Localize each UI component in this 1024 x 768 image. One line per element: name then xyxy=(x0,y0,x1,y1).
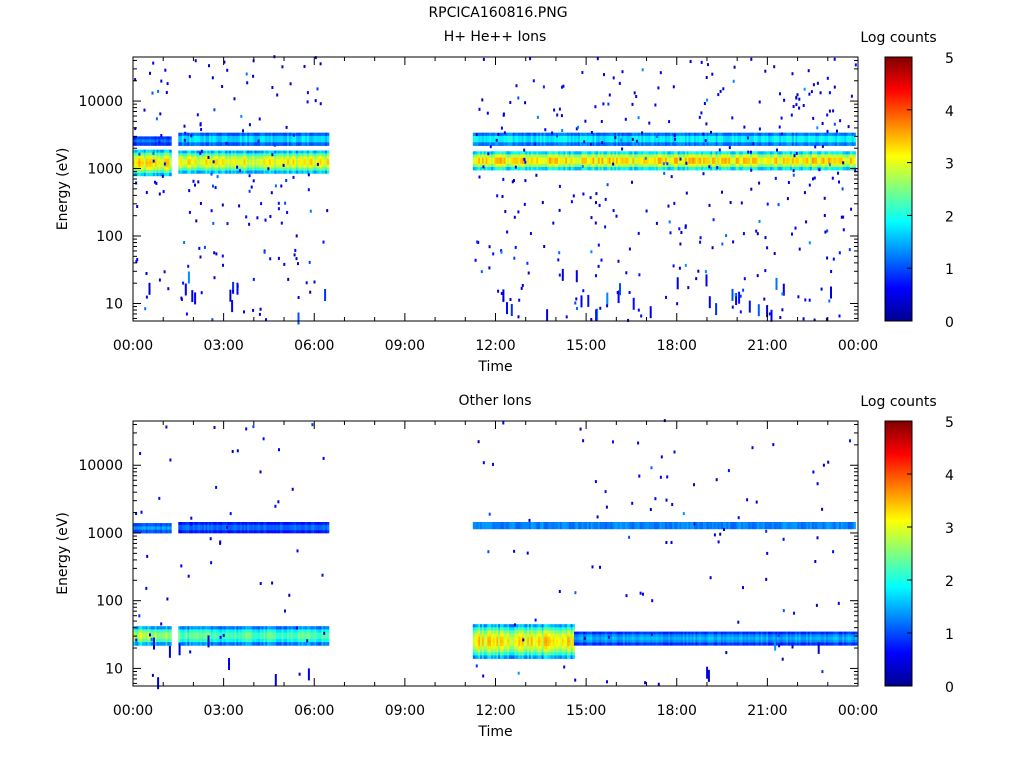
x-tick-label: 03:00 xyxy=(203,703,243,719)
y-tick-label: 10 xyxy=(105,296,123,312)
y-tick-label: 100 xyxy=(96,229,123,245)
colorbar-tick-label: 5 xyxy=(945,51,954,67)
x-tick-label: 12:00 xyxy=(475,703,515,719)
x-tick-label: 18:00 xyxy=(657,703,697,719)
y-axis-label: Energy (eV) xyxy=(55,512,71,595)
y-tick-label: 10000 xyxy=(78,94,123,110)
colorbar-tick-label: 1 xyxy=(945,262,954,278)
colorbar-tick-label: 0 xyxy=(945,315,954,331)
y-tick-label: 100 xyxy=(96,594,123,610)
plot-frame xyxy=(132,56,859,322)
x-axis-label: Time xyxy=(477,724,512,740)
colorbar-label: Log counts xyxy=(860,30,936,46)
colorbar-label: Log counts xyxy=(860,394,936,410)
x-axis: 00:00 03:00 06:00 09:00 12:00 15:00 18:00 21:00… xyxy=(113,57,878,375)
colorbar-gradient xyxy=(884,420,913,687)
x-axis: 00:00 03:00 06:00 09:00 12:00 15:00 18:00 21:00… xyxy=(113,421,878,740)
heatmap-data xyxy=(133,55,857,325)
band-6 xyxy=(472,132,856,146)
y-axis: 10 100 1000 10000 Energy (eV) xyxy=(55,423,858,684)
heatmap-data xyxy=(133,419,858,690)
colorbar-tick-label: 3 xyxy=(945,521,954,537)
x-tick-label: 09:00 xyxy=(385,703,425,719)
x-tick-label: 06:00 xyxy=(294,703,334,719)
colorbar-tick-label: 2 xyxy=(945,209,954,225)
panel-1-title: H+ He++ Ions xyxy=(443,29,547,45)
band-4 xyxy=(133,136,172,146)
band-5 xyxy=(178,626,330,646)
x-tick-label: 15:00 xyxy=(566,338,606,354)
y-tick-label: 10000 xyxy=(78,458,123,474)
y-axis-label: Energy (eV) xyxy=(55,148,71,231)
band-3 xyxy=(472,151,856,171)
band-7 xyxy=(574,631,858,646)
scattered-counts xyxy=(134,55,857,325)
colorbar-tick-label: 4 xyxy=(945,468,954,484)
band-6 xyxy=(472,624,575,659)
band-2 xyxy=(178,150,330,174)
colorbar: Log counts 0 1 2 3 4 5 xyxy=(860,394,954,696)
colorbar-tick-label: 4 xyxy=(945,104,954,120)
colorbar-tick-label: 3 xyxy=(945,157,954,173)
x-tick-label: 03:00 xyxy=(203,338,243,354)
band-5 xyxy=(178,132,330,146)
x-tick-label: 21:00 xyxy=(747,338,787,354)
colorbar-tick-label: 2 xyxy=(945,574,954,590)
y-axis: 10 100 1000 10000 Energy (eV) xyxy=(55,59,858,319)
figure-filename-title: RPCICA160816.PNG xyxy=(428,5,568,21)
colorbar-tick-label: 1 xyxy=(945,627,954,643)
x-tick-label: 12:00 xyxy=(475,338,515,354)
panel-2-title: Other Ions xyxy=(458,393,532,409)
band-4 xyxy=(133,626,172,646)
y-tick-label: 10 xyxy=(105,661,123,677)
x-tick-label: 00:00 xyxy=(838,703,878,719)
colorbar-tick-label: 5 xyxy=(945,415,954,431)
colorbar: Log counts 0 1 2 3 4 5 xyxy=(860,30,954,331)
x-axis-label: Time xyxy=(477,359,512,375)
band-3 xyxy=(472,522,856,530)
x-tick-label: 00:00 xyxy=(838,338,878,354)
scattered-counts xyxy=(135,419,851,690)
x-tick-label: 00:00 xyxy=(113,703,153,719)
band-2 xyxy=(178,522,330,534)
x-tick-label: 06:00 xyxy=(294,338,334,354)
x-tick-label: 21:00 xyxy=(747,703,787,719)
x-tick-label: 00:00 xyxy=(113,338,153,354)
y-tick-label: 1000 xyxy=(87,526,123,542)
band-1 xyxy=(133,523,172,534)
x-tick-label: 09:00 xyxy=(385,338,425,354)
x-tick-label: 15:00 xyxy=(566,703,606,719)
colorbar-gradient xyxy=(884,56,913,322)
y-tick-label: 1000 xyxy=(87,162,123,178)
colorbar-tick-label: 0 xyxy=(945,680,954,696)
x-tick-label: 18:00 xyxy=(657,338,697,354)
